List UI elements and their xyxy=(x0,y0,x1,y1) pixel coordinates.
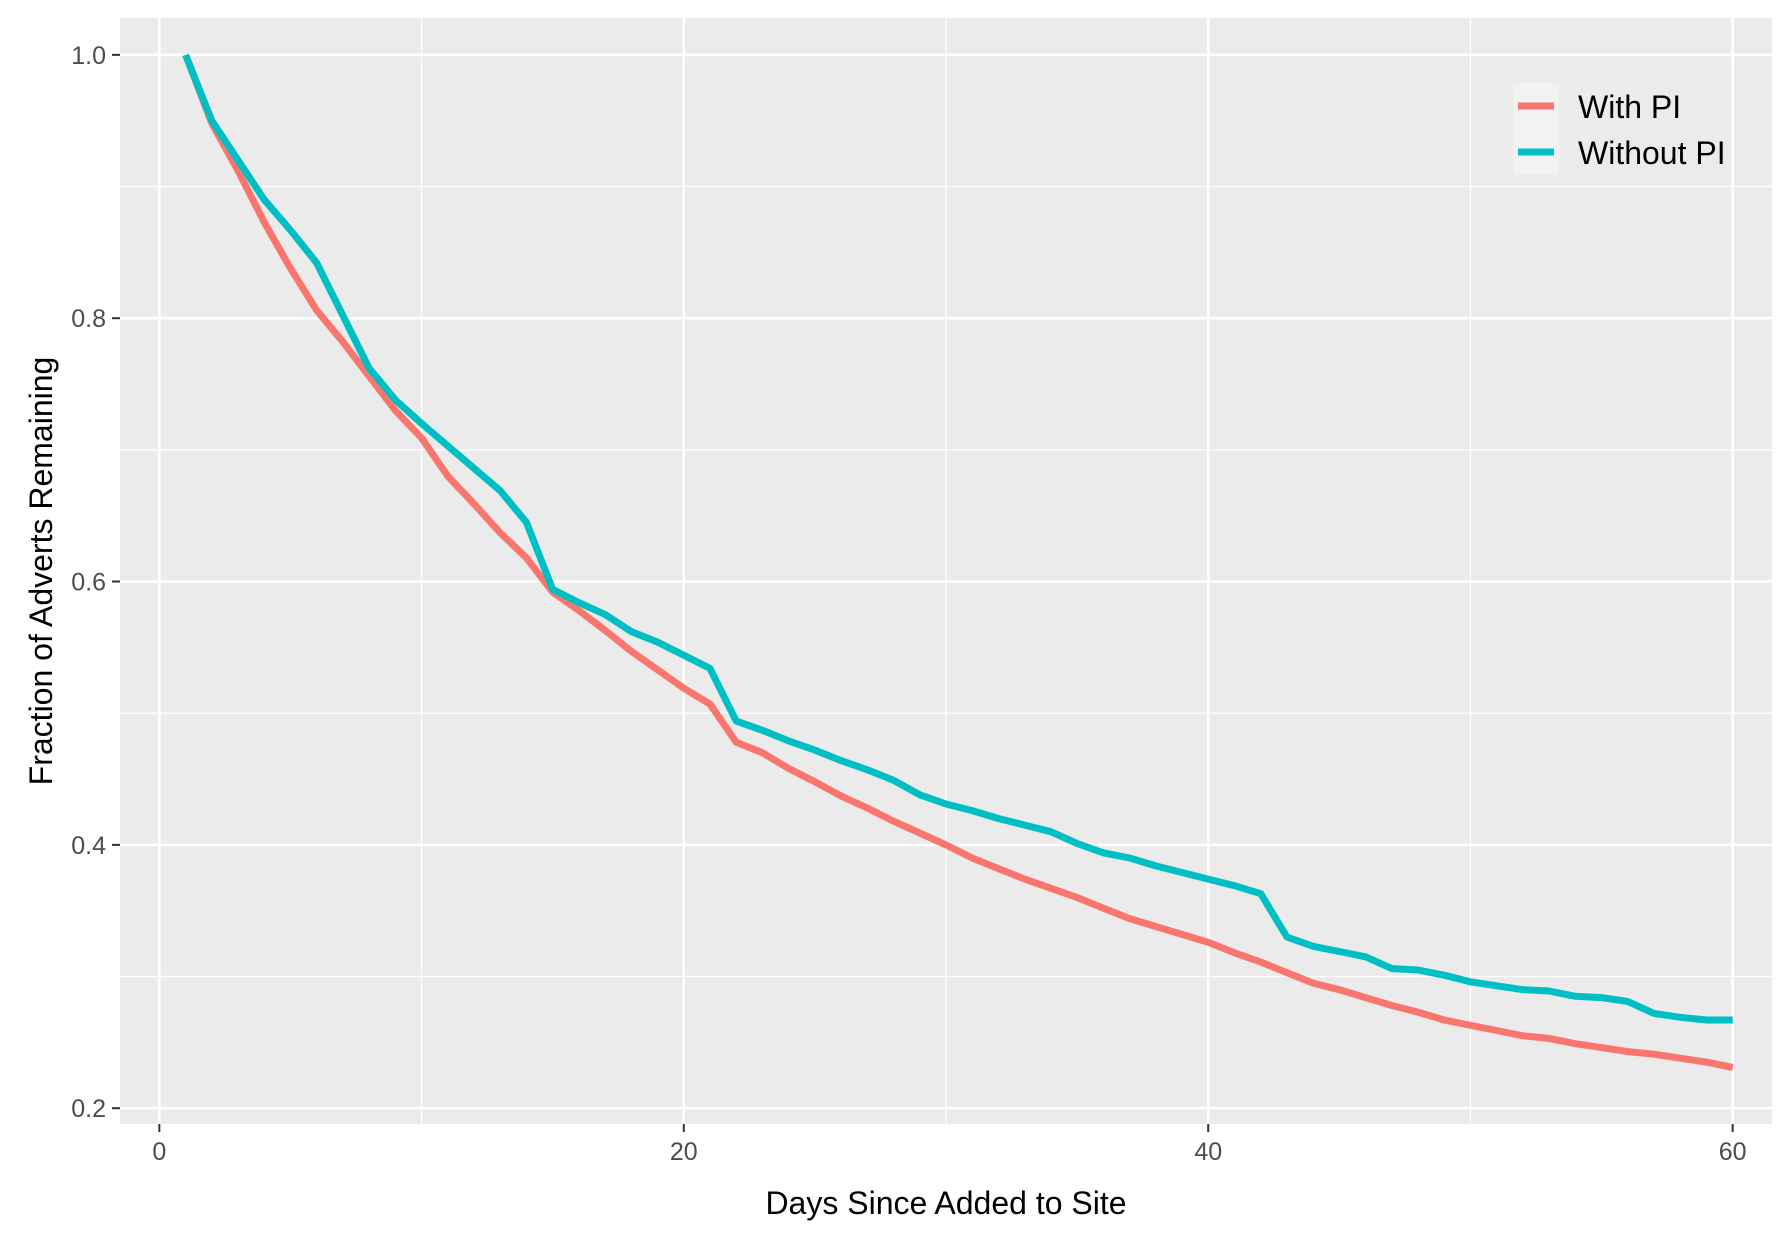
y-axis: 0.2 0.4 0.6 0.8 1.0 xyxy=(71,42,120,1123)
y-tick-label-2: 0.6 xyxy=(71,569,106,597)
x-tick-label-3: 60 xyxy=(1719,1138,1747,1166)
x-tick-label-2: 40 xyxy=(1194,1138,1222,1166)
y-tick-label-1: 0.4 xyxy=(71,832,106,860)
minor-gridlines xyxy=(120,18,1772,1124)
series-line-without-pi xyxy=(182,53,1733,1024)
x-axis-title: Days Since Added to Site xyxy=(765,1185,1126,1221)
y-tick-label-4: 1.0 xyxy=(71,42,106,70)
series-line-with-pi xyxy=(182,53,1734,1071)
legend-label-with-pi: With PI xyxy=(1578,89,1681,125)
y-axis-title: Fraction of Adverts Remaining xyxy=(23,357,59,786)
x-tick-label-1: 20 xyxy=(670,1138,698,1166)
x-axis: 0 20 40 60 xyxy=(152,1124,1747,1166)
y-tick-label-0: 0.2 xyxy=(71,1095,106,1123)
legend: With PI Without PI xyxy=(1513,83,1726,175)
series-lines xyxy=(182,53,1734,1071)
x-tick-label-0: 0 xyxy=(152,1138,166,1166)
legend-label-without-pi: Without PI xyxy=(1578,135,1726,171)
y-tick-label-3: 0.8 xyxy=(71,305,106,333)
